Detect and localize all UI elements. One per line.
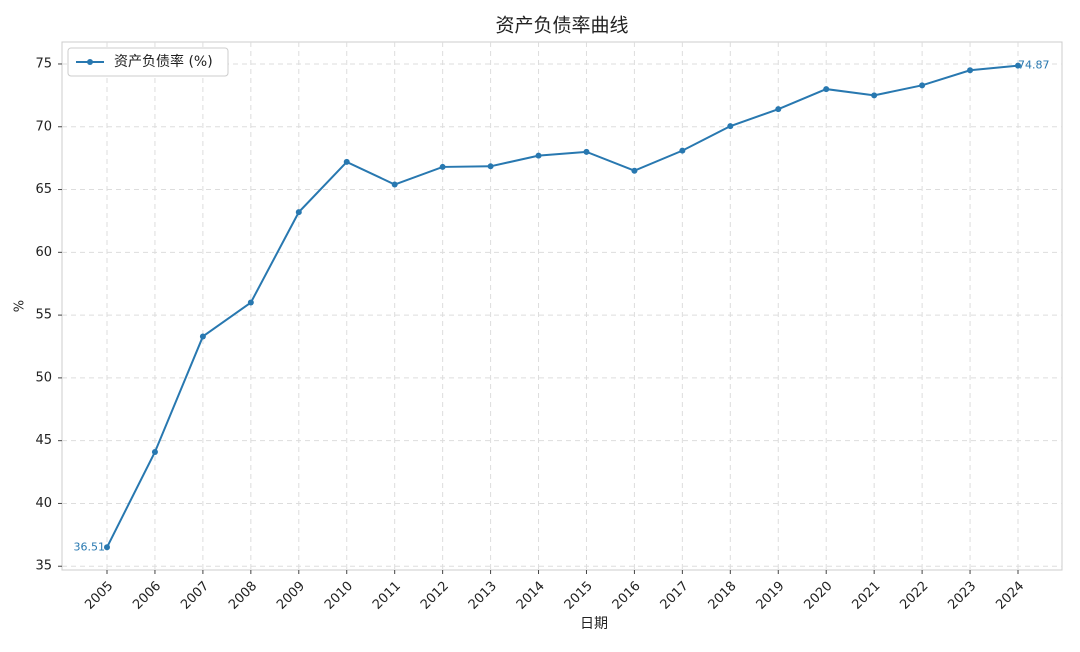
x-tick-label: 2006	[130, 579, 164, 613]
data-point	[823, 86, 830, 93]
chart-title: 资产负债率曲线	[495, 15, 628, 37]
x-tick-label: 2015	[562, 579, 596, 613]
x-tick-label: 2022	[897, 579, 931, 613]
x-tick-label: 2020	[802, 579, 836, 613]
y-tick-label: 45	[35, 433, 52, 448]
data-point	[295, 209, 302, 216]
data-point	[775, 106, 782, 113]
legend: 资产负债率 (%)	[67, 47, 229, 77]
data-label: 36.51	[74, 540, 106, 553]
data-point	[967, 67, 974, 74]
data-point	[439, 163, 446, 170]
series-line	[106, 64, 1019, 548]
x-tick-label: 2021	[849, 579, 883, 613]
data-point	[535, 152, 542, 159]
y-tick-label: 55	[35, 308, 52, 323]
data-point	[679, 147, 686, 154]
x-tick-label: 2008	[226, 579, 260, 613]
plot-area	[61, 41, 1063, 571]
data-point	[104, 544, 110, 551]
y-axis-label: %	[13, 300, 28, 312]
legend-label: 资产负债率 (%)	[114, 53, 213, 70]
x-tick-label: 2007	[178, 579, 212, 613]
x-tick-label: 2013	[466, 579, 500, 613]
y-tick-label: 70	[35, 119, 52, 134]
y-tick-label: 35	[35, 559, 52, 574]
y-tick-label: 65	[35, 182, 52, 197]
x-tick-label: 2017	[658, 579, 692, 613]
data-label: 74.87	[1018, 59, 1050, 72]
data-point	[199, 333, 206, 340]
x-tick-label: 2019	[754, 579, 788, 613]
data-point	[343, 158, 350, 165]
data-point	[919, 82, 926, 89]
x-tick-label: 2023	[945, 579, 979, 613]
data-point	[871, 92, 878, 99]
x-tick-label: 2011	[370, 579, 404, 613]
y-tick-label: 40	[35, 496, 52, 511]
x-tick-label: 2018	[706, 579, 740, 613]
y-tick-label: 60	[35, 245, 52, 260]
data-point	[391, 181, 398, 188]
x-tick-label: 2009	[274, 579, 308, 613]
data-point	[631, 167, 638, 174]
data-point	[487, 163, 494, 170]
x-tick-label: 2010	[322, 579, 356, 613]
x-tick-label: 2005	[82, 579, 116, 613]
data-point	[727, 123, 734, 130]
x-axis-label: 日期	[580, 616, 608, 632]
y-tick-label: 75	[35, 56, 52, 71]
data-point	[1015, 62, 1021, 69]
legend-marker	[87, 59, 93, 65]
x-tick-label: 2014	[514, 579, 548, 613]
x-tick-label: 2016	[610, 579, 644, 613]
x-tick-label: 2012	[418, 579, 452, 613]
legend-box	[67, 47, 229, 77]
x-tick-label: 2024	[993, 579, 1027, 613]
data-point	[247, 299, 254, 306]
data-point	[151, 448, 158, 455]
y-tick-label: 50	[35, 370, 52, 385]
data-point	[583, 148, 590, 155]
